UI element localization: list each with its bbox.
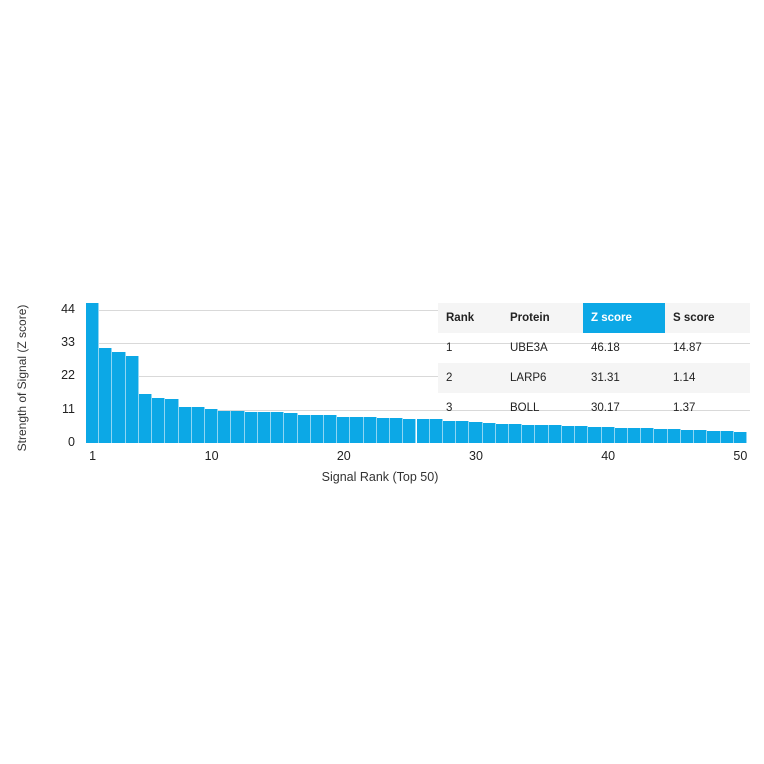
bar <box>509 424 523 443</box>
bar <box>218 410 232 443</box>
bar <box>416 419 430 443</box>
top-proteins-table: Rank Protein Z score S score 1 UBE3A 46.… <box>438 303 750 423</box>
header-z-score: Z score <box>583 303 665 333</box>
bar <box>522 424 536 443</box>
table-row: 2 LARP6 31.31 1.14 <box>438 363 750 393</box>
bar <box>257 412 272 443</box>
y-tick-label: 44 <box>61 301 75 316</box>
protein-cell: LARP6 <box>510 372 547 384</box>
bar <box>561 426 576 443</box>
bar <box>297 414 311 443</box>
gridline <box>86 343 750 344</box>
bar <box>680 429 695 443</box>
x-tick-label: 30 <box>469 449 483 463</box>
s-score-cell: 1.14 <box>673 372 696 384</box>
y-tick-label: 11 <box>62 401 75 416</box>
bar <box>363 417 377 443</box>
rank-cell: 1 <box>446 342 453 354</box>
y-tick-label: 22 <box>61 368 75 383</box>
rank-cell: 2 <box>446 372 453 384</box>
table-row: 3 BOLL 30.17 1.37 <box>438 393 750 423</box>
z-score-cell: 46.18 <box>591 342 620 354</box>
bar <box>271 412 285 443</box>
x-tick-label: 40 <box>601 449 616 463</box>
s-score-cell: 14.87 <box>673 342 702 354</box>
bar <box>337 416 351 443</box>
bar <box>244 411 258 443</box>
bar <box>482 423 496 443</box>
gridline <box>86 409 750 411</box>
bar <box>667 429 681 443</box>
bar <box>588 426 602 443</box>
bar <box>720 431 734 443</box>
header-rank: Rank <box>446 312 475 324</box>
bar <box>614 427 629 443</box>
bar <box>535 425 549 443</box>
x-axis-label: Signal Rank (Top 50) <box>321 470 439 484</box>
header-protein: Protein <box>510 312 550 324</box>
bar <box>390 418 404 443</box>
bar <box>284 412 298 443</box>
bar <box>376 417 391 443</box>
bar <box>310 415 324 443</box>
bar <box>231 411 245 443</box>
bar <box>456 421 470 443</box>
x-tick-label: 50 <box>733 449 748 463</box>
bar <box>601 426 615 443</box>
x-tick-label: 1 <box>89 449 97 463</box>
bar <box>178 406 192 443</box>
bar <box>442 420 457 443</box>
header-s-score: S score <box>673 312 715 324</box>
s-score-cell: 1.37 <box>673 402 696 414</box>
gridline <box>86 309 750 311</box>
z-score-cell: 31.31 <box>591 372 620 384</box>
y-tick-label: 0 <box>68 435 75 449</box>
bar <box>204 409 219 443</box>
y-axis-label: Strength of Signal (Z score) <box>15 304 29 452</box>
bar <box>654 428 668 443</box>
bar <box>628 427 642 443</box>
bar <box>548 425 562 443</box>
bar <box>495 423 510 443</box>
protein-cell: UBE3A <box>510 342 548 354</box>
x-tick-label: 20 <box>336 449 351 463</box>
bar <box>707 430 721 443</box>
table-header-row: Rank Protein Z score S score <box>438 303 750 333</box>
bar <box>138 393 153 443</box>
bar <box>575 426 589 443</box>
bar <box>112 351 126 443</box>
bar <box>429 419 443 443</box>
bar <box>191 407 205 443</box>
bar <box>99 348 113 443</box>
y-tick-label: 33 <box>61 335 75 349</box>
bar <box>152 397 166 443</box>
bar <box>125 356 139 443</box>
z-score-cell: 30.17 <box>591 402 620 414</box>
bar <box>694 430 708 443</box>
bar <box>86 303 100 443</box>
bar <box>733 432 747 443</box>
bar <box>469 422 483 443</box>
protein-cell: BOLL <box>510 402 540 414</box>
bar <box>350 416 364 443</box>
bar <box>403 418 417 443</box>
bar <box>165 399 179 443</box>
x-tick-label: 10 <box>204 449 219 463</box>
bar <box>641 428 655 443</box>
rank-cell: 3 <box>446 402 453 414</box>
bar <box>323 415 338 443</box>
gridline <box>86 376 750 378</box>
table-row: 1 UBE3A 46.18 14.87 <box>438 333 750 363</box>
